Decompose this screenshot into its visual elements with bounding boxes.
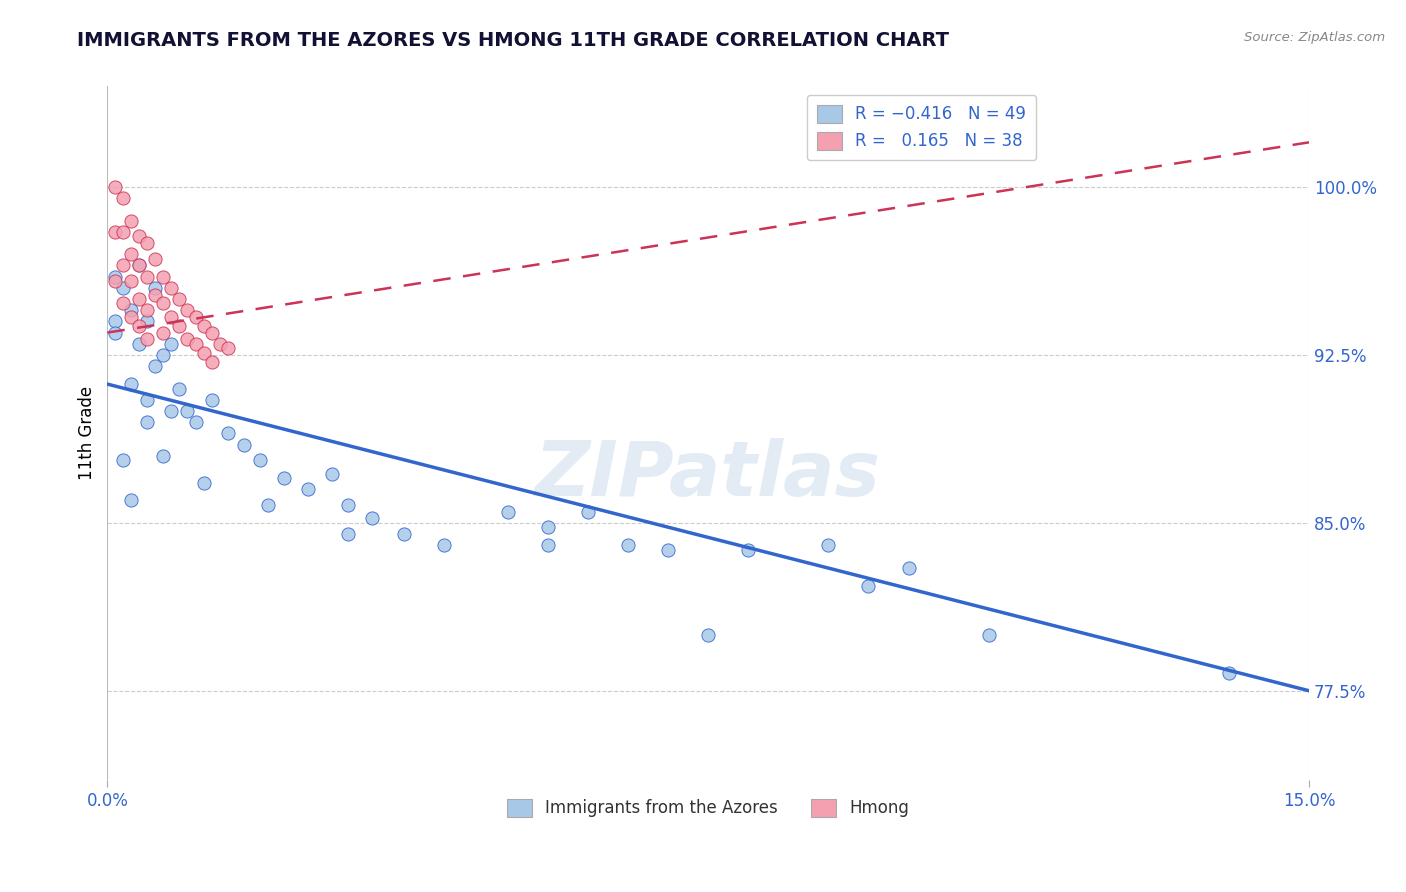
Point [360,511,382,525]
Point [104,225,127,239]
Point [104,326,127,340]
Point [145,287,167,301]
Point [112,259,135,273]
Y-axis label: 11th Grade: 11th Grade [79,386,96,481]
Point [184,336,207,351]
Point [193,475,215,490]
Point [136,314,159,328]
Legend: Immigrants from the Azores, Hmong: Immigrants from the Azores, Hmong [501,792,917,824]
Point [858,578,880,592]
Point [321,467,343,481]
Point [120,213,142,227]
Point [697,628,720,642]
Point [128,336,150,351]
Point [208,336,231,351]
Point [184,415,207,429]
Point [120,377,142,392]
Point [136,332,159,346]
Point [897,560,920,574]
Point [169,292,191,306]
Point [104,180,127,194]
Point [1218,665,1240,680]
Point [128,229,150,244]
Point [336,527,359,541]
Point [200,392,222,407]
Point [273,471,295,485]
Point [152,348,174,362]
Point [112,453,135,467]
Point [537,538,560,552]
Point [193,345,215,359]
Point [120,247,142,261]
Point [128,318,150,333]
Point [136,235,159,250]
Point [169,382,191,396]
Point [249,453,271,467]
Point [617,538,640,552]
Point [104,314,127,328]
Point [160,310,183,324]
Point [392,527,415,541]
Point [160,336,183,351]
Point [160,404,183,418]
Point [112,225,135,239]
Text: IMMIGRANTS FROM THE AZORES VS HMONG 11TH GRADE CORRELATION CHART: IMMIGRANTS FROM THE AZORES VS HMONG 11TH… [77,31,949,50]
Point [120,274,142,288]
Point [152,449,174,463]
Point [112,191,135,205]
Text: Source: ZipAtlas.com: Source: ZipAtlas.com [1244,31,1385,45]
Point [112,296,135,310]
Point [817,538,839,552]
Point [136,392,159,407]
Point [657,542,679,557]
Point [176,332,198,346]
Point [104,269,127,284]
Point [128,292,150,306]
Point [537,520,560,534]
Point [160,281,183,295]
Point [496,505,519,519]
Point [200,354,222,368]
Point [128,259,150,273]
Point [136,303,159,318]
Point [128,259,150,273]
Point [176,404,198,418]
Point [145,252,167,266]
Point [136,415,159,429]
Point [297,483,319,497]
Point [200,326,222,340]
Point [136,269,159,284]
Point [169,318,191,333]
Point [256,498,278,512]
Point [145,359,167,374]
Point [217,341,239,355]
Point [336,498,359,512]
Point [576,505,599,519]
Point [120,310,142,324]
Point [120,303,142,318]
Point [737,542,759,557]
Point [217,426,239,441]
Point [104,274,127,288]
Point [145,281,167,295]
Point [184,310,207,324]
Point [152,269,174,284]
Point [112,281,135,295]
Point [433,538,456,552]
Point [152,326,174,340]
Point [232,437,254,451]
Text: ZIPatlas: ZIPatlas [536,438,882,512]
Point [152,296,174,310]
Point [176,303,198,318]
Point [193,318,215,333]
Point [120,493,142,508]
Point [977,628,1000,642]
